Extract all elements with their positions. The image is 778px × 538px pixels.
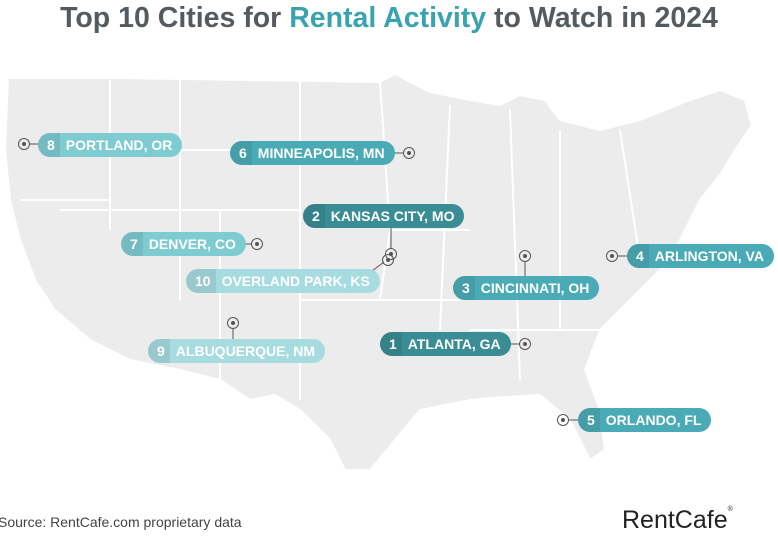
portland-marker-icon [18, 138, 30, 150]
city-label-atlanta: 1 ATLANTA, GA [380, 332, 511, 356]
overland-park-marker-icon [382, 254, 394, 266]
title-text: Top 10 Cities for [60, 2, 290, 34]
rank: 10 [186, 269, 216, 293]
denver-marker-icon [251, 238, 263, 250]
rank: 1 [380, 332, 402, 356]
city-label-overland-park: 10 OVERLAND PARK, KS [186, 269, 380, 293]
us-map-shape [3, 72, 754, 471]
orlando-marker-icon [557, 414, 569, 426]
city-name: ATLANTA, GA [407, 336, 501, 352]
page-title: Top 10 Cities for Rental Activity to Wat… [0, 2, 778, 35]
city-label-denver: 7 DENVER, CO [121, 232, 246, 256]
rank: 2 [303, 204, 325, 228]
city-name: CINCINNATI, OH [480, 280, 590, 296]
atlanta-marker-icon [519, 338, 531, 350]
city-label-cincinnati: 3 CINCINNATI, OH [453, 276, 600, 300]
city-name: DENVER, CO [148, 236, 236, 252]
rank: 3 [453, 276, 475, 300]
city-name: PORTLAND, OR [65, 137, 173, 153]
rentcafe-logo: RentCafe® [622, 506, 733, 534]
city-name: ARLINGTON, VA [654, 248, 764, 264]
rank: 5 [578, 408, 600, 432]
city-name: OVERLAND PARK, KS [221, 273, 370, 289]
city-label-orlando: 5 ORLANDO, FL [578, 408, 712, 432]
city-name: ALBUQUERQUE, NM [175, 343, 316, 359]
rank: 4 [627, 244, 649, 268]
logo-text: RentCafe [622, 506, 728, 534]
city-name: KANSAS CITY, MO [330, 208, 455, 224]
source-note: Source: RentCafe.com proprietary data [0, 514, 242, 530]
city-name: ORLANDO, FL [605, 412, 702, 428]
rank: 9 [148, 339, 170, 363]
city-label-minneapolis: 6 MINNEAPOLIS, MN [230, 141, 395, 165]
city-label-kansas-city: 2 KANSAS CITY, MO [303, 204, 465, 228]
city-name: MINNEAPOLIS, MN [257, 145, 385, 161]
city-label-portland: 8 PORTLAND, OR [38, 133, 183, 157]
title-text-end: to Watch in 2024 [486, 2, 718, 34]
albuquerque-marker-icon [227, 317, 239, 329]
rank: 7 [121, 232, 143, 256]
minneapolis-marker-icon [403, 147, 415, 159]
city-label-arlington: 4 ARLINGTON, VA [627, 244, 774, 268]
cincinnati-marker-icon [519, 250, 531, 262]
rank: 8 [38, 133, 60, 157]
city-label-albuquerque: 9 ALBUQUERQUE, NM [148, 339, 326, 363]
title-highlight: Rental Activity [289, 2, 487, 34]
arlington-marker-icon [606, 250, 618, 262]
rank: 6 [230, 141, 252, 165]
